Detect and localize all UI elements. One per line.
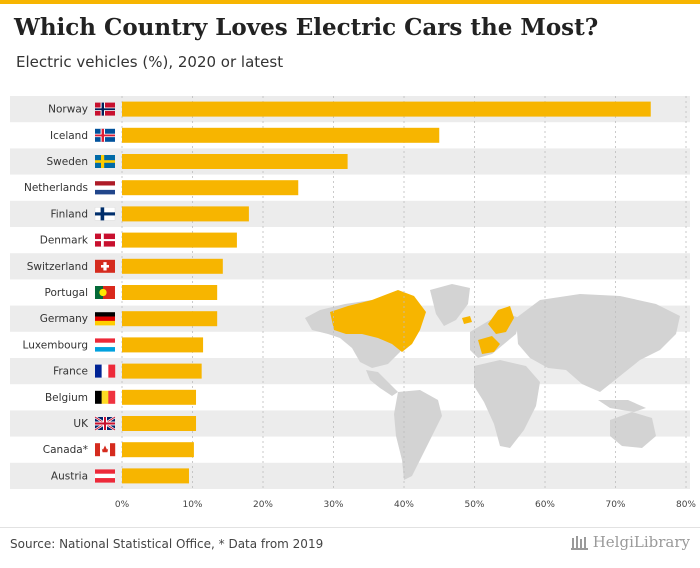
bar	[122, 337, 204, 353]
belgium-flag-icon	[95, 390, 116, 404]
map-australia	[610, 412, 656, 448]
category-label: Netherlands	[24, 182, 88, 194]
map-africa	[474, 360, 540, 448]
x-tick-label: 30%	[323, 500, 343, 510]
bar	[122, 442, 194, 458]
map-scandinavia	[488, 306, 514, 334]
helgilibrary-logo: HelgiLibrary	[570, 533, 690, 551]
category-label: UK	[73, 418, 89, 430]
x-tick-label: 40%	[394, 500, 414, 510]
bar	[122, 389, 197, 405]
bar	[122, 311, 218, 327]
portugal-flag-icon	[95, 286, 115, 299]
bar-chart: Norway Iceland Sweden Netherlands Finland Den…	[10, 96, 696, 510]
denmark-flag-icon	[95, 233, 115, 247]
map-canada	[330, 290, 426, 352]
world-map	[305, 284, 680, 480]
category-label: Portugal	[45, 287, 89, 299]
x-tick-label: 0%	[115, 500, 130, 510]
map-iceland	[462, 316, 472, 324]
map-indonesia	[598, 400, 646, 412]
map-central-america	[366, 370, 398, 396]
category-label: Luxembourg	[23, 339, 88, 351]
uk-flag-icon	[94, 415, 116, 432]
category-label: Germany	[40, 313, 88, 325]
norway-flag-icon	[95, 102, 115, 116]
bar	[122, 154, 348, 169]
bar	[122, 232, 237, 248]
austria-flag-icon	[95, 469, 115, 483]
map-greenland	[430, 284, 470, 326]
category-label: Denmark	[40, 235, 89, 247]
bar	[122, 258, 223, 274]
bar	[122, 180, 299, 196]
category-label: Canada*	[43, 444, 88, 456]
category-label: Finland	[50, 208, 88, 220]
category-label: France	[53, 366, 88, 378]
bar	[122, 363, 202, 379]
france-flag-icon	[95, 364, 116, 378]
bar	[122, 101, 651, 117]
luxembourg-flag-icon	[95, 338, 115, 352]
chart-title: Which Country Loves Electric Cars the Mo…	[14, 14, 599, 41]
bar	[122, 285, 218, 300]
category-label: Switzerland	[27, 261, 88, 273]
source-note: Source: National Statistical Office, * D…	[10, 537, 324, 551]
category-label: Sweden	[47, 156, 89, 168]
x-tick-label: 80%	[676, 500, 696, 510]
bar	[122, 127, 440, 143]
x-tick-label: 20%	[253, 500, 273, 510]
bar	[122, 206, 249, 222]
footer-divider	[0, 527, 700, 528]
x-tick-label: 50%	[464, 500, 484, 510]
category-label: Austria	[51, 470, 88, 482]
germany-flag-icon	[95, 312, 115, 326]
sweden-flag-icon	[95, 155, 115, 168]
top-accent-bar	[0, 0, 700, 4]
x-tick-label: 60%	[535, 500, 555, 510]
map-asia	[516, 294, 680, 392]
iceland-flag-icon	[95, 128, 115, 142]
x-tick-label: 10%	[182, 500, 202, 510]
map-western-europe	[478, 336, 500, 354]
netherlands-flag-icon	[95, 181, 115, 195]
bar	[122, 468, 189, 484]
category-label: Norway	[48, 104, 88, 116]
canada-flag-icon	[95, 443, 116, 457]
library-icon	[570, 536, 588, 550]
chart-subtitle: Electric vehicles (%), 2020 or latest	[16, 53, 284, 71]
finland-flag-icon	[94, 207, 116, 221]
logo-text: HelgiLibrary	[592, 533, 690, 551]
category-label: Iceland	[50, 130, 88, 142]
category-label: Belgium	[45, 392, 88, 404]
switzerland-flag-icon	[95, 259, 115, 273]
x-tick-label: 70%	[605, 500, 625, 510]
map-south-america	[394, 390, 442, 480]
bar	[122, 416, 197, 431]
